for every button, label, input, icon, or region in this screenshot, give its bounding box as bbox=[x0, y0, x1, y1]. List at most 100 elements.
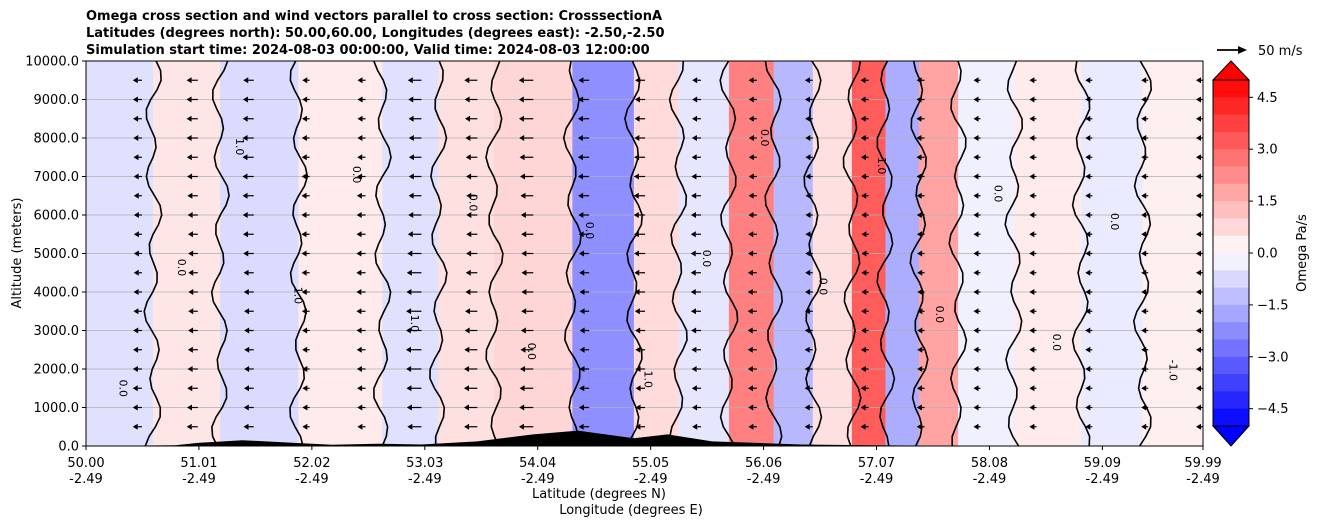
wind-vector-head bbox=[465, 308, 471, 315]
wind-vector-head bbox=[133, 154, 139, 161]
wind-vector-head bbox=[917, 289, 923, 295]
wind-vector-head bbox=[1085, 77, 1091, 84]
wind-vector-head bbox=[186, 77, 192, 84]
wind-vector-head bbox=[188, 269, 194, 276]
wind-vector-head bbox=[1029, 77, 1035, 84]
wind-vector-head bbox=[579, 308, 585, 315]
wind-vector-head bbox=[633, 231, 639, 238]
wind-vector-head bbox=[133, 115, 139, 122]
contour-label: -1.0 bbox=[1166, 360, 1179, 381]
wind-vector-head bbox=[917, 269, 923, 276]
wind-vector-head bbox=[1141, 308, 1147, 315]
wind-vector-head bbox=[242, 192, 248, 199]
wind-vector-head bbox=[633, 212, 639, 218]
wind-vector-head bbox=[132, 77, 138, 84]
wind-vector-head bbox=[805, 250, 811, 257]
wind-vector-head bbox=[805, 212, 811, 218]
wind-vector-head bbox=[748, 192, 754, 199]
wind-vector-head bbox=[407, 423, 413, 430]
wind-vector-head bbox=[407, 77, 413, 84]
wind-vector-head bbox=[804, 327, 810, 334]
wind-vector-head bbox=[634, 308, 640, 315]
wind-vector-head bbox=[690, 212, 696, 218]
wind-vector-head bbox=[464, 327, 470, 334]
wind-vector-head bbox=[187, 192, 193, 199]
wind-vector-head bbox=[519, 385, 525, 392]
contour-line bbox=[143, 61, 163, 446]
contour-label: 0.0 bbox=[758, 129, 771, 147]
contour-label: 0.0 bbox=[583, 222, 596, 240]
wind-vector-head bbox=[519, 404, 525, 411]
wind-vector-head bbox=[973, 250, 979, 257]
colorbar-tick-label: 4.5 bbox=[1257, 91, 1278, 106]
wind-vector-head bbox=[578, 404, 584, 411]
wind-vector-head bbox=[860, 423, 866, 430]
wind-vector-head bbox=[1141, 173, 1147, 180]
wind-vector-head bbox=[579, 289, 585, 295]
wind-vector-head bbox=[805, 115, 811, 122]
wind-vector-head bbox=[408, 192, 414, 199]
x-tick-label-latitude: 55.05 bbox=[632, 456, 669, 471]
wind-vector-head bbox=[243, 250, 249, 257]
wind-vector-head bbox=[690, 269, 696, 276]
wind-vector-head bbox=[132, 96, 138, 103]
wind-vector-head bbox=[805, 173, 811, 180]
wind-vector-head bbox=[132, 404, 138, 411]
wind-vector-head bbox=[302, 346, 308, 353]
wind-vector-head bbox=[520, 192, 526, 199]
colorbar-step bbox=[1213, 166, 1249, 185]
x-tick-label-latitude: 56.06 bbox=[745, 456, 782, 471]
wind-vector-head bbox=[356, 289, 362, 295]
wind-vector-head bbox=[860, 366, 866, 372]
wind-vector-head bbox=[805, 231, 811, 238]
wind-vector-head bbox=[1029, 366, 1035, 372]
contour-label: 0.0 bbox=[117, 380, 130, 398]
colorbar-step bbox=[1213, 80, 1249, 98]
contour-line bbox=[876, 61, 896, 446]
contour-label: 1.0 bbox=[875, 157, 888, 175]
colorbar-tick-label: 3.0 bbox=[1257, 143, 1278, 158]
wind-vectors bbox=[132, 77, 1203, 430]
wind-vector-head bbox=[634, 135, 640, 141]
wind-vector-head bbox=[1196, 212, 1201, 218]
wind-vector-head bbox=[1085, 327, 1091, 334]
wind-vector-head bbox=[518, 423, 524, 430]
y-tick-label: 1000.0 bbox=[34, 401, 80, 416]
wind-vector-head bbox=[518, 115, 524, 122]
wind-vector-head bbox=[1141, 250, 1147, 257]
chart-title-line-3: Simulation start time: 2024-08-03 00:00:… bbox=[86, 43, 650, 58]
wind-vector-head bbox=[133, 212, 139, 218]
wind-vector-head bbox=[973, 423, 979, 430]
wind-vector-head bbox=[1141, 423, 1147, 430]
wind-vector-head bbox=[302, 366, 308, 372]
wind-vector-head bbox=[466, 250, 472, 257]
wind-vector-head bbox=[579, 327, 585, 334]
wind-vector-head bbox=[187, 346, 193, 353]
contour-label: 1.0 bbox=[233, 138, 246, 156]
wind-vector-head bbox=[1141, 327, 1147, 334]
wind-vector-head bbox=[1141, 385, 1147, 392]
colorbar-extend-top bbox=[1211, 60, 1251, 81]
wind-vector-head bbox=[973, 154, 979, 161]
x-tick-label-latitude: 58.08 bbox=[971, 456, 1008, 471]
wind-vector-head bbox=[692, 115, 698, 122]
contour-label: 0.0 bbox=[175, 259, 188, 277]
wind-vector-head bbox=[1085, 346, 1091, 353]
wind-vector-head bbox=[804, 308, 810, 315]
wind-vector-head bbox=[804, 385, 810, 392]
wind-vector-head bbox=[187, 385, 193, 392]
wind-vector-head bbox=[916, 423, 922, 430]
wind-vector-head bbox=[861, 173, 867, 180]
wind-vector-head bbox=[635, 385, 641, 392]
wind-vector-head bbox=[242, 212, 248, 218]
x-tick-label-latitude: 53.03 bbox=[406, 456, 443, 471]
wind-vector-head bbox=[860, 385, 866, 392]
wind-vector-head bbox=[520, 173, 526, 180]
wind-vector-head bbox=[861, 269, 867, 276]
wind-vector-head bbox=[805, 96, 811, 103]
wind-vector-head bbox=[1029, 289, 1035, 295]
wind-vector-head bbox=[1085, 250, 1091, 257]
wind-vector-head bbox=[747, 346, 753, 353]
wind-vector-head bbox=[301, 192, 307, 199]
wind-vector-head bbox=[1085, 96, 1091, 103]
